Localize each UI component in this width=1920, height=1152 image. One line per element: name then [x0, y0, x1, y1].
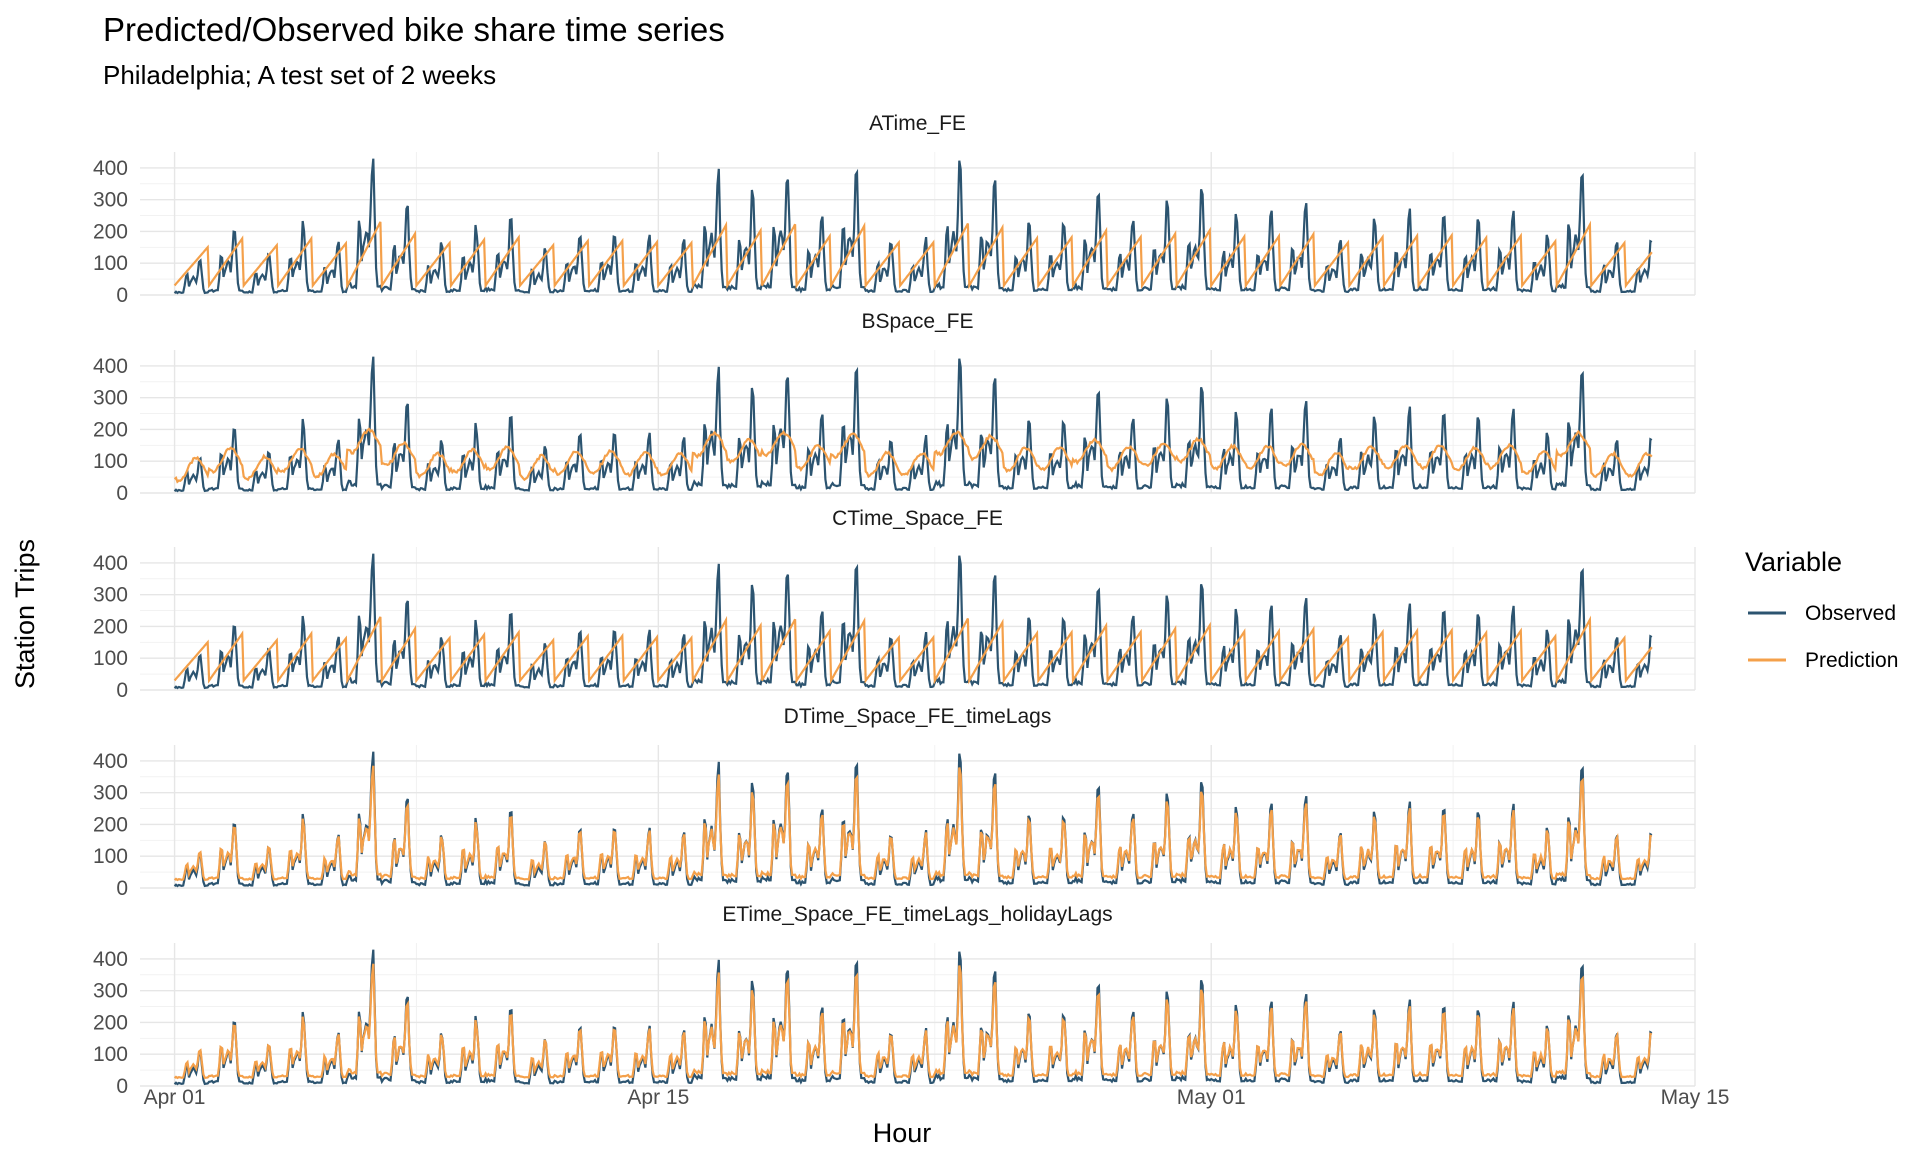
- facet-panel-4: DTime_Space_FE_timeLags 0 100 200 300 400: [93, 705, 1696, 900]
- series-observed: [173, 356, 1653, 493]
- facet-panel-5: ETime_Space_FE_timeLags_holidayLags 0 100 2…: [93, 903, 1696, 1098]
- facet-strip-label: BSpace_FE: [861, 310, 973, 333]
- y-axis-title: Station Trips: [10, 539, 40, 689]
- y-tick-label: 0: [116, 284, 128, 307]
- series-prediction: [173, 220, 1653, 290]
- y-tick-label: 0: [116, 1075, 128, 1098]
- y-tick-label: 400: [93, 355, 128, 378]
- x-tick-label: Apr 01: [144, 1086, 206, 1109]
- facet-panel-3: CTime_Space_FE 0 100 200 300 400: [93, 507, 1696, 702]
- facet-strip-label: CTime_Space_FE: [832, 507, 1003, 530]
- facet-strip-label: ATime_FE: [869, 112, 966, 135]
- chart-subtitle: Philadelphia; A test set of 2 weeks: [103, 60, 496, 90]
- y-tick-label: 200: [93, 813, 128, 836]
- y-tick-label: 0: [116, 679, 128, 702]
- x-tick-label: Apr 15: [627, 1086, 689, 1109]
- legend-title: Variable: [1745, 547, 1842, 577]
- y-tick-label: 300: [93, 782, 128, 805]
- facet-panels: ATime_FE 0 100 200 300 400 BSpace_FE 0 100 200 300…: [93, 112, 1696, 1098]
- y-tick-label: 300: [93, 189, 128, 212]
- y-tick-label: 400: [93, 552, 128, 575]
- y-tick-label: 400: [93, 750, 128, 773]
- series-prediction: [173, 765, 1653, 882]
- y-tick-label: 100: [93, 1043, 128, 1066]
- x-axis: Apr 01 Apr 15 May 01 May 15: [144, 1086, 1730, 1109]
- x-tick-label: May 01: [1177, 1086, 1246, 1109]
- y-tick-label: 100: [93, 845, 128, 868]
- y-tick-label: 300: [93, 980, 128, 1003]
- y-tick-label: 100: [93, 252, 128, 275]
- y-tick-label: 200: [93, 220, 128, 243]
- legend-label-observed: Observed: [1805, 602, 1896, 625]
- chart-title: Predicted/Observed bike share time serie…: [103, 11, 725, 48]
- y-tick-label: 400: [93, 948, 128, 971]
- y-tick-label: 0: [116, 877, 128, 900]
- series-prediction: [173, 615, 1653, 685]
- series-prediction: [173, 427, 1653, 484]
- facet-panel-1: ATime_FE 0 100 200 300 400: [93, 112, 1696, 307]
- series-observed: [173, 158, 1653, 295]
- x-tick-label: May 15: [1661, 1086, 1730, 1109]
- series-prediction: [173, 963, 1653, 1080]
- y-tick-label: 400: [93, 157, 128, 180]
- facet-panel-2: BSpace_FE 0 100 200 300 400: [93, 310, 1696, 505]
- y-tick-label: 100: [93, 647, 128, 670]
- y-tick-label: 100: [93, 450, 128, 473]
- y-tick-label: 200: [93, 615, 128, 638]
- x-axis-title: Hour: [873, 1118, 932, 1148]
- facet-strip-label: ETime_Space_FE_timeLags_holidayLags: [722, 903, 1112, 926]
- legend-label-prediction: Prediction: [1805, 649, 1898, 672]
- y-tick-label: 300: [93, 387, 128, 410]
- facet-strip-label: DTime_Space_FE_timeLags: [784, 705, 1052, 728]
- y-tick-label: 200: [93, 1011, 128, 1034]
- y-tick-label: 200: [93, 418, 128, 441]
- y-tick-label: 300: [93, 584, 128, 607]
- series-observed: [173, 553, 1653, 690]
- y-tick-label: 0: [116, 482, 128, 505]
- legend: Variable Observed Prediction: [1745, 547, 1898, 672]
